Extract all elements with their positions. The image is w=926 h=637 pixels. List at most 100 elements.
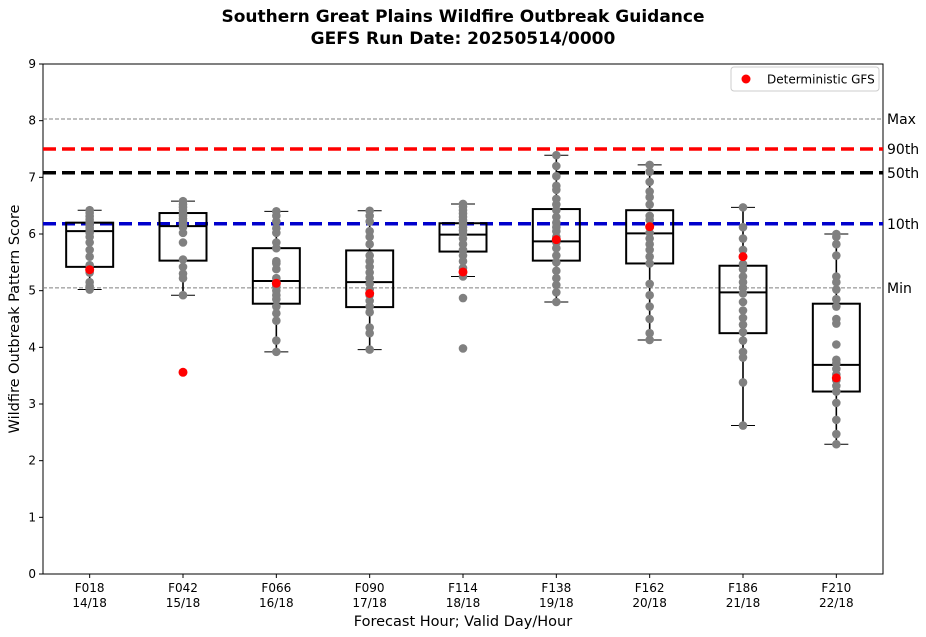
ensemble-member-point: [832, 429, 841, 439]
x-tick-valid: 15/18: [166, 596, 201, 610]
ensemble-member-point: [458, 199, 468, 209]
ensemble-member-point: [738, 234, 748, 243]
y-axis-label: Wildfire Outbreak Pattern Score: [7, 204, 23, 433]
ensemble-member-point: [552, 288, 561, 297]
y-tick-label: 3: [28, 397, 36, 411]
ensemble-member-point: [272, 336, 281, 345]
x-tick-valid: 18/18: [446, 596, 481, 610]
deterministic-point: [645, 222, 655, 232]
ensemble-member-point: [552, 251, 561, 260]
ensemble-member-point: [832, 239, 841, 249]
ensemble-member-point: [178, 290, 188, 300]
ensemble-member-point: [552, 212, 561, 222]
x-tick-hour: F162: [635, 581, 665, 595]
reference-label-10th: 10th: [887, 217, 919, 233]
ensemble-member-point: [832, 302, 841, 311]
ensemble-member-point: [365, 323, 374, 332]
ensemble-member-point: [645, 177, 654, 187]
ensemble-member-point: [645, 328, 654, 338]
y-tick-label: 1: [28, 510, 36, 524]
ensemble-member-point: [832, 340, 841, 349]
ensemble-member-point: [365, 239, 374, 249]
ensemble-member-point: [272, 207, 281, 216]
y-tick-label: 5: [28, 284, 36, 298]
legend-deterministic-label: Deterministic GFS: [767, 73, 875, 87]
ensemble-member-point: [552, 297, 561, 307]
ensemble-member-point: [738, 245, 748, 255]
ensemble-member-point: [738, 203, 748, 212]
chart-subtitle: GEFS Run Date: 20250514/0000: [311, 29, 616, 49]
ensemble-member-point: [178, 262, 188, 272]
ensemble-member-point: [738, 320, 748, 329]
legend-deterministic-marker: [741, 74, 751, 84]
ensemble-member-point: [552, 280, 561, 290]
ensemble-member-point: [645, 302, 654, 311]
x-tick-valid: 14/18: [72, 596, 107, 610]
ensemble-member-point: [272, 256, 281, 266]
ensemble-member-point: [272, 347, 281, 357]
ensemble-member-point: [272, 316, 281, 326]
x-tick-hour: F090: [355, 581, 385, 595]
deterministic-point: [85, 265, 95, 275]
ensemble-member-point: [832, 398, 841, 408]
deterministic-point: [551, 235, 561, 245]
ensemble-member-point: [738, 297, 748, 307]
x-tick-hour: F186: [728, 581, 758, 595]
ensemble-member-point: [552, 171, 561, 181]
deterministic-point: [458, 267, 468, 277]
ensemble-member-point: [738, 378, 748, 387]
y-tick-label: 8: [28, 114, 36, 128]
ensemble-member-point: [832, 285, 841, 294]
deterministic-point: [365, 289, 375, 298]
x-tick-valid: 22/18: [819, 596, 854, 610]
ensemble-member-point: [178, 238, 188, 247]
reference-label-max: Max: [887, 112, 916, 128]
x-tick-hour: F042: [168, 581, 198, 595]
ensemble-member-point: [738, 222, 748, 232]
ensemble-member-point: [552, 181, 561, 191]
y-tick-label: 6: [28, 227, 36, 241]
x-tick-valid: 16/18: [259, 596, 294, 610]
deterministic-point: [271, 278, 281, 288]
ensemble-member-point: [552, 150, 561, 160]
ensemble-member-point: [458, 344, 468, 353]
ensemble-member-point: [458, 293, 468, 303]
ensemble-member-point: [645, 252, 654, 261]
ensemble-member-point: [832, 355, 841, 365]
ensemble-member-point: [738, 336, 748, 345]
y-tick-label: 9: [28, 57, 36, 71]
ensemble-member-point: [365, 206, 374, 216]
ensemble-member-point: [645, 314, 654, 324]
ensemble-member-point: [832, 439, 841, 449]
ensemble-member-point: [645, 167, 654, 176]
ensemble-member-point: [738, 259, 748, 269]
ensemble-member-point: [645, 187, 654, 196]
y-tick-label: 0: [28, 567, 36, 581]
ensemble-member-point: [365, 345, 374, 354]
ensemble-member-point: [272, 224, 281, 233]
ensemble-member-point: [272, 309, 281, 318]
ensemble-member-point: [552, 258, 561, 267]
ensemble-member-point: [738, 327, 748, 337]
x-tick-hour: F138: [541, 581, 571, 595]
ensemble-member-point: [365, 226, 374, 236]
ensemble-member-point: [552, 161, 561, 171]
ensemble-member-point: [832, 251, 841, 260]
reference-label-50th: 50th: [887, 166, 919, 182]
y-tick-label: 7: [28, 170, 36, 184]
ensemble-member-point: [645, 160, 654, 170]
deterministic-point: [738, 252, 748, 262]
ensemble-member-point: [552, 273, 561, 283]
ensemble-member-point: [645, 279, 654, 289]
ensemble-member-point: [552, 266, 561, 276]
legend-frame: [730, 66, 880, 92]
ensemble-member-point: [552, 194, 561, 204]
ensemble-member-point: [645, 200, 654, 209]
ensemble-member-point: [832, 314, 841, 324]
ensemble-member-point: [178, 269, 188, 278]
ensemble-member-point: [832, 272, 841, 281]
ensemble-member-point: [645, 335, 654, 345]
ensemble-member-point: [832, 229, 841, 239]
